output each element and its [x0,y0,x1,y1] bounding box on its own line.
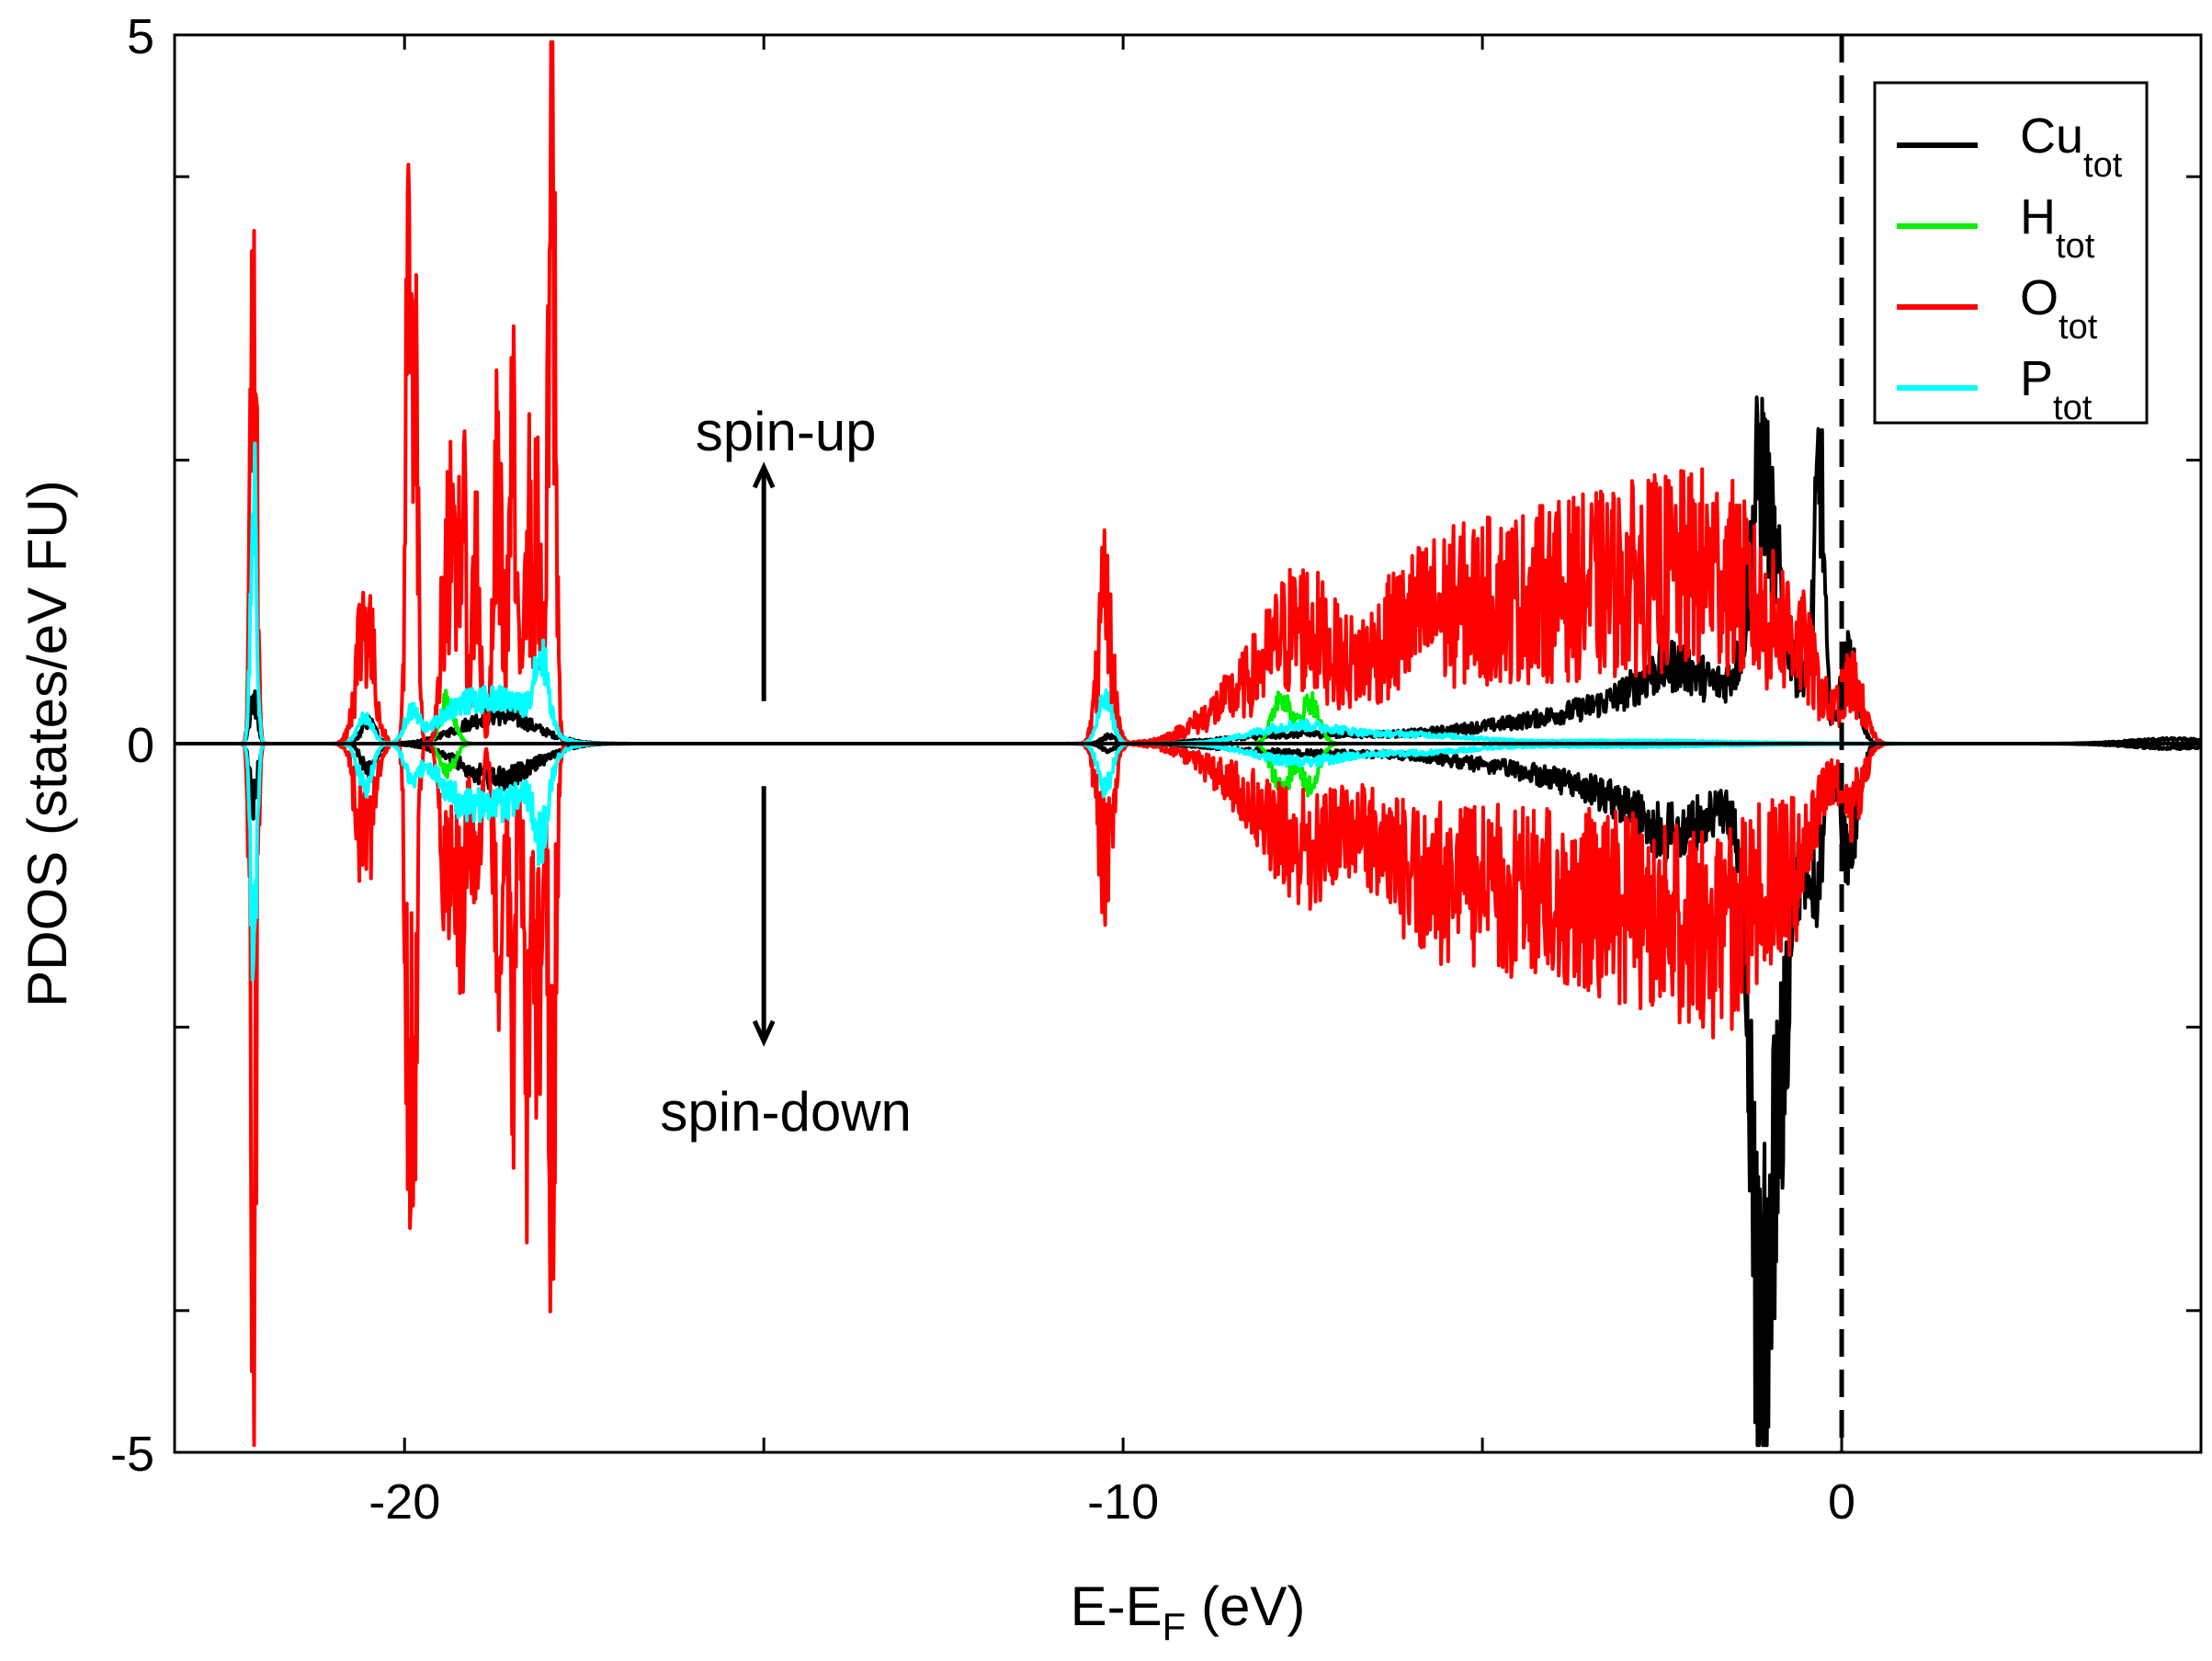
y-tick-label: -5 [110,1427,154,1482]
legend-label-main: Cu [2020,108,2083,164]
x-axis-title-main: E-E [1071,1576,1163,1637]
legend-label-h: Htot [2020,189,2095,266]
x-tick-label: -10 [1087,1474,1159,1530]
legend-label-main: P [2020,351,2053,406]
y-tick-label: 5 [127,9,154,64]
spin-down-label: spin-down [660,1081,912,1143]
legend-label-sub: tot [2059,308,2098,347]
x-tick-label: -20 [369,1474,440,1530]
legend-label-sub: tot [2056,227,2095,266]
series-o-dn-line [173,742,2203,1448]
legend-label-main: H [2020,189,2056,245]
spin-down-arrow [752,786,776,1047]
series-o-up-line [173,40,2203,745]
series-cu-up-line [173,395,2203,745]
legend-box [1873,81,2149,425]
spin-up-arrow [752,461,776,701]
legend-label-main: O [2020,270,2059,325]
legend-label-p: Ptot [2020,351,2093,427]
x-axis-title: E-EF (eV) [1071,1576,1306,1648]
x-axis-title-sub: F [1163,1605,1186,1648]
legend-label-sub: tot [2083,146,2123,185]
x-axis-title-tail: (eV) [1185,1576,1305,1637]
legend-label-o: Otot [2020,270,2098,347]
spin-up-label: spin-up [696,401,877,462]
y-axis-title: PDOS (states/eV FU) [17,480,78,1007]
axis-ticks [175,33,2201,1454]
x-tick-label: 0 [1828,1474,1855,1530]
arrow-head [752,1019,776,1047]
arrow-head [752,461,776,489]
y-tick-label: 0 [127,718,154,773]
legend-label-cu: Cutot [2020,108,2123,185]
legend-label-sub: tot [2053,389,2093,427]
